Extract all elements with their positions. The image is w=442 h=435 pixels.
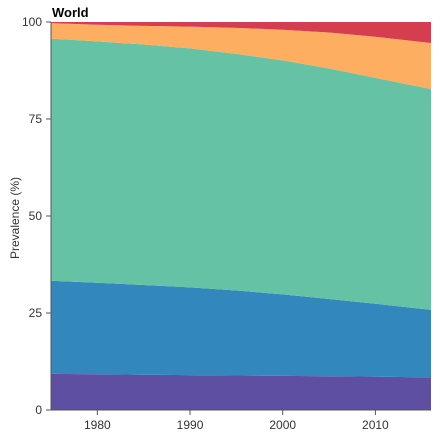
x-tick-label-2000: 2000 xyxy=(269,418,296,432)
chart-title: World xyxy=(52,5,89,20)
y-tick-label-25: 25 xyxy=(29,306,43,320)
area-series-4 xyxy=(51,23,431,90)
area-series-1 xyxy=(51,373,431,410)
y-axis-label: Prevalence (%) xyxy=(8,177,22,259)
x-tick-label-1990: 1990 xyxy=(177,418,204,432)
y-tick-label-50: 50 xyxy=(29,209,43,223)
area-series-5 xyxy=(51,22,431,43)
x-tick-label-1980: 1980 xyxy=(84,418,111,432)
x-ticks-group: 1980 1990 2000 2010 xyxy=(84,410,389,432)
y-tick-label-0: 0 xyxy=(35,403,42,417)
x-tick-label-2010: 2010 xyxy=(362,418,389,432)
y-ticks-group: 0 25 50 75 100 xyxy=(22,15,51,417)
area-series-group xyxy=(51,22,431,410)
area-series-3 xyxy=(51,38,431,310)
area-series-2 xyxy=(51,280,431,378)
y-tick-label-100: 100 xyxy=(22,15,42,29)
y-tick-label-75: 75 xyxy=(29,112,43,126)
